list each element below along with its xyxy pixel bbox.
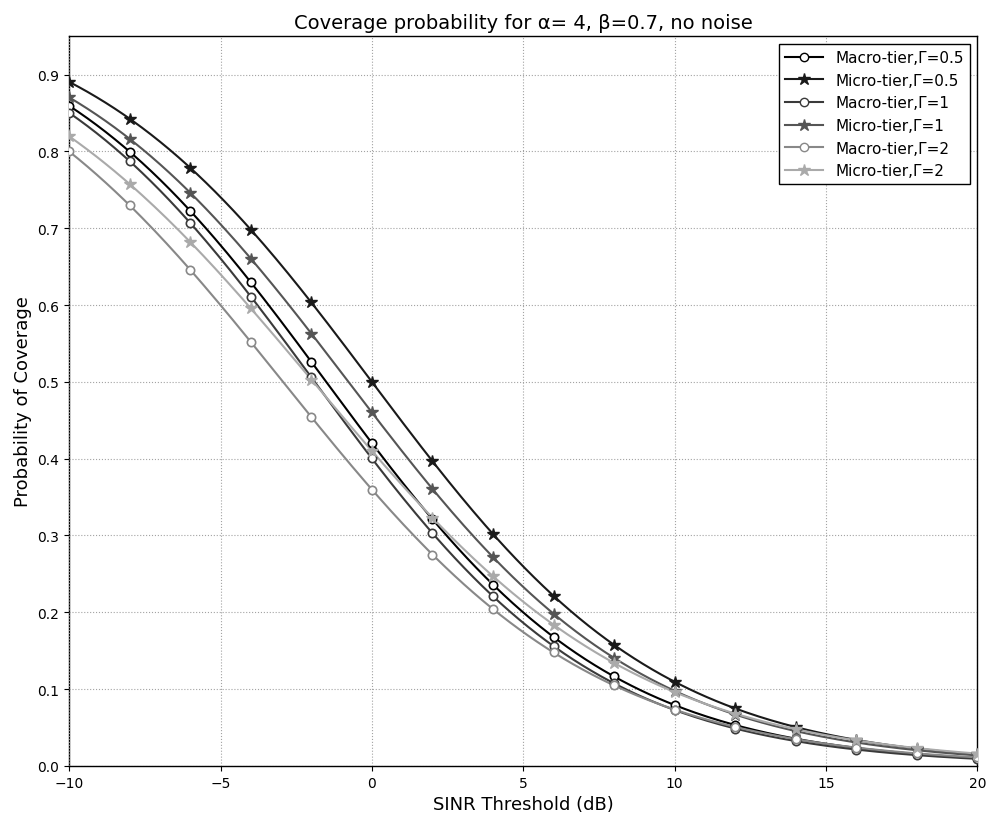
X-axis label: SINR Threshold (dB): SINR Threshold (dB) bbox=[433, 795, 614, 813]
Y-axis label: Probability of Coverage: Probability of Coverage bbox=[14, 296, 32, 507]
Legend: Macro-tier,Γ=0.5, Micro-tier,Γ=0.5, Macro-tier,Γ=1, Micro-tier,Γ=1, Macro-tier,Γ: Macro-tier,Γ=0.5, Micro-tier,Γ=0.5, Macr… bbox=[779, 45, 970, 185]
Title: Coverage probability for α= 4, β=0.7, no noise: Coverage probability for α= 4, β=0.7, no… bbox=[294, 14, 753, 33]
